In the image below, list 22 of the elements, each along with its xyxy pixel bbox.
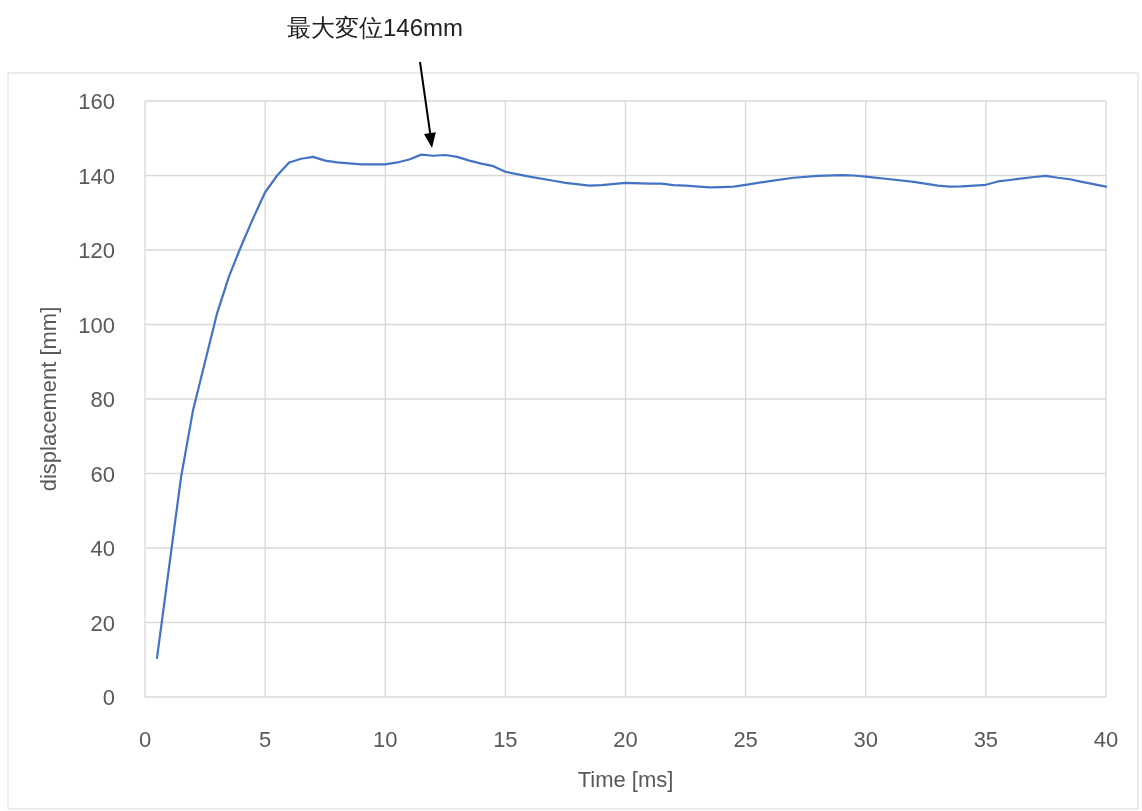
x-tick-label: 40: [1093, 727, 1119, 752]
y-tick-label: 160: [78, 89, 115, 114]
y-tick-label: 120: [78, 238, 115, 263]
y-tick-label: 140: [78, 163, 115, 189]
x-tick-label: 30: [853, 727, 878, 752]
x-tick-label: 35: [973, 727, 999, 752]
y-tick-label: 0: [102, 685, 115, 710]
x-tick-label: 0: [138, 727, 152, 752]
y-tick-label: 100: [78, 312, 115, 338]
text: 最大変位146mm: [286, 14, 464, 41]
y-tick-label: 20: [90, 610, 115, 636]
x-axis-title: Time [ms]: [577, 767, 674, 792]
x-tick-label: 20: [613, 727, 638, 752]
y-tick-label: 40: [90, 536, 115, 561]
x-tick-label: 15: [493, 727, 518, 752]
x-tick-label: 5: [259, 727, 272, 752]
line-series: [155, 153, 1108, 659]
y-tick-label: 60: [90, 461, 115, 487]
y-tick-label: 80: [90, 387, 115, 412]
y-axis-title: displacement [mm]: [36, 306, 61, 492]
x-tick-label: 10: [373, 727, 398, 752]
x-tick-label: 25: [733, 727, 758, 752]
